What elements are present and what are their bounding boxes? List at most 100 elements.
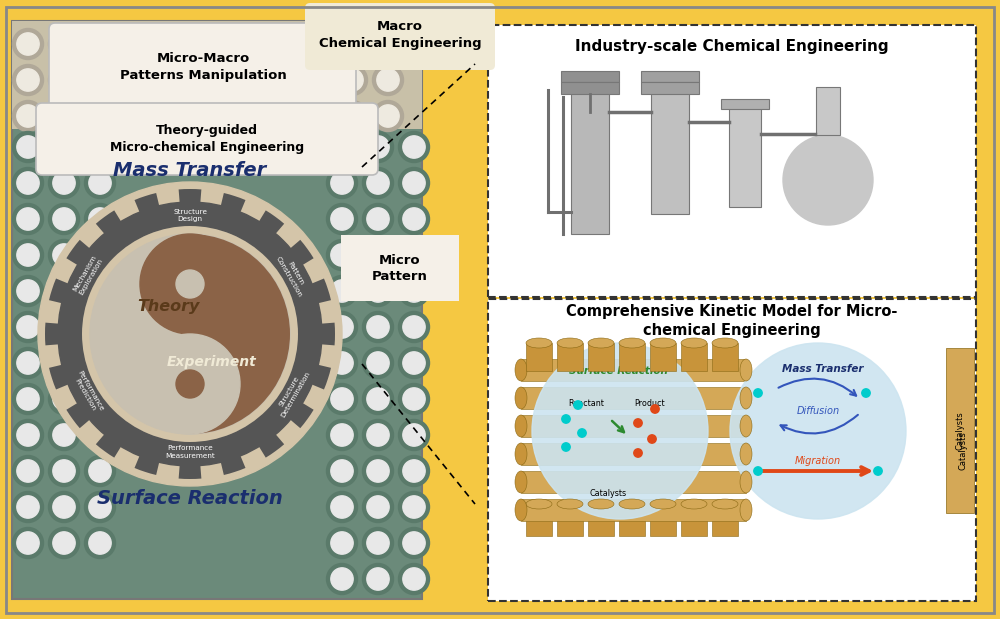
Circle shape (53, 496, 75, 518)
Wedge shape (135, 193, 190, 334)
Text: Migration: Migration (795, 456, 841, 466)
Circle shape (372, 100, 404, 131)
Wedge shape (190, 210, 284, 334)
Circle shape (403, 568, 425, 590)
Wedge shape (135, 334, 190, 475)
Circle shape (264, 100, 296, 131)
Circle shape (305, 105, 327, 127)
Circle shape (48, 384, 80, 415)
Circle shape (403, 136, 425, 158)
Circle shape (648, 435, 656, 443)
Circle shape (326, 347, 358, 378)
Circle shape (53, 460, 75, 482)
Bar (557, 343, 583, 371)
Circle shape (17, 352, 39, 374)
Ellipse shape (740, 387, 752, 409)
Circle shape (156, 28, 188, 59)
Text: Micro-Macro
Patterns Manipulation: Micro-Macro Patterns Manipulation (120, 52, 286, 82)
Circle shape (89, 69, 111, 91)
Circle shape (377, 33, 399, 55)
FancyBboxPatch shape (305, 3, 495, 70)
Circle shape (305, 33, 327, 55)
Circle shape (17, 424, 39, 446)
Circle shape (403, 172, 425, 194)
Text: Catalysts: Catalysts (958, 431, 967, 470)
Circle shape (326, 527, 358, 558)
Ellipse shape (712, 338, 738, 348)
Circle shape (651, 405, 659, 413)
Circle shape (48, 275, 80, 306)
FancyBboxPatch shape (49, 23, 356, 117)
Circle shape (398, 347, 429, 378)
Ellipse shape (515, 443, 527, 465)
Circle shape (84, 527, 116, 558)
Text: Micro
Pattern: Micro Pattern (372, 254, 428, 282)
Circle shape (362, 527, 394, 558)
Circle shape (336, 100, 368, 131)
Text: Product: Product (635, 399, 665, 407)
Circle shape (331, 280, 353, 302)
Circle shape (730, 343, 906, 519)
Circle shape (53, 280, 75, 302)
Circle shape (176, 370, 204, 398)
Bar (619, 343, 645, 371)
Circle shape (84, 240, 116, 271)
Circle shape (862, 389, 870, 397)
Bar (721, 99, 769, 109)
Ellipse shape (557, 338, 583, 348)
Circle shape (161, 69, 183, 91)
Ellipse shape (619, 499, 645, 509)
Circle shape (229, 64, 260, 95)
Circle shape (84, 491, 116, 522)
Circle shape (367, 208, 389, 230)
Bar (712, 343, 738, 371)
Bar (561, 71, 619, 82)
Circle shape (89, 105, 111, 127)
Wedge shape (190, 334, 245, 475)
Circle shape (754, 389, 762, 397)
Text: Surface Reaction: Surface Reaction (97, 490, 283, 508)
Circle shape (84, 204, 116, 235)
Bar (526, 343, 552, 371)
Circle shape (229, 100, 260, 131)
Circle shape (17, 105, 39, 127)
Circle shape (372, 28, 404, 59)
Circle shape (362, 240, 394, 271)
Circle shape (403, 460, 425, 482)
Circle shape (300, 28, 332, 59)
Circle shape (398, 131, 429, 163)
Circle shape (17, 69, 39, 91)
Text: Surface Reaction: Surface Reaction (569, 366, 667, 376)
Text: Performance
Prediction: Performance Prediction (71, 370, 105, 416)
Circle shape (403, 280, 425, 302)
Circle shape (84, 347, 116, 378)
Circle shape (48, 100, 80, 131)
Ellipse shape (740, 499, 752, 521)
Circle shape (90, 234, 290, 434)
Bar (681, 504, 707, 536)
Circle shape (398, 311, 429, 342)
Circle shape (398, 527, 429, 558)
Circle shape (326, 491, 358, 522)
Ellipse shape (650, 338, 676, 348)
Circle shape (13, 491, 44, 522)
Circle shape (403, 388, 425, 410)
Circle shape (562, 415, 570, 423)
Circle shape (53, 208, 75, 230)
Wedge shape (179, 334, 201, 479)
Bar (521, 443, 746, 465)
Text: Theory: Theory (137, 298, 199, 313)
Circle shape (398, 240, 429, 271)
Text: Comprehensive Kinetic Model for Micro-
chemical Engineering: Comprehensive Kinetic Model for Micro- c… (566, 303, 898, 339)
Circle shape (120, 64, 152, 95)
Bar (561, 82, 619, 94)
Circle shape (362, 420, 394, 451)
Circle shape (84, 64, 116, 95)
Circle shape (84, 168, 116, 199)
Circle shape (84, 131, 116, 163)
Circle shape (269, 69, 291, 91)
Circle shape (13, 311, 44, 342)
Circle shape (13, 168, 44, 199)
Circle shape (331, 496, 353, 518)
Ellipse shape (681, 499, 707, 509)
